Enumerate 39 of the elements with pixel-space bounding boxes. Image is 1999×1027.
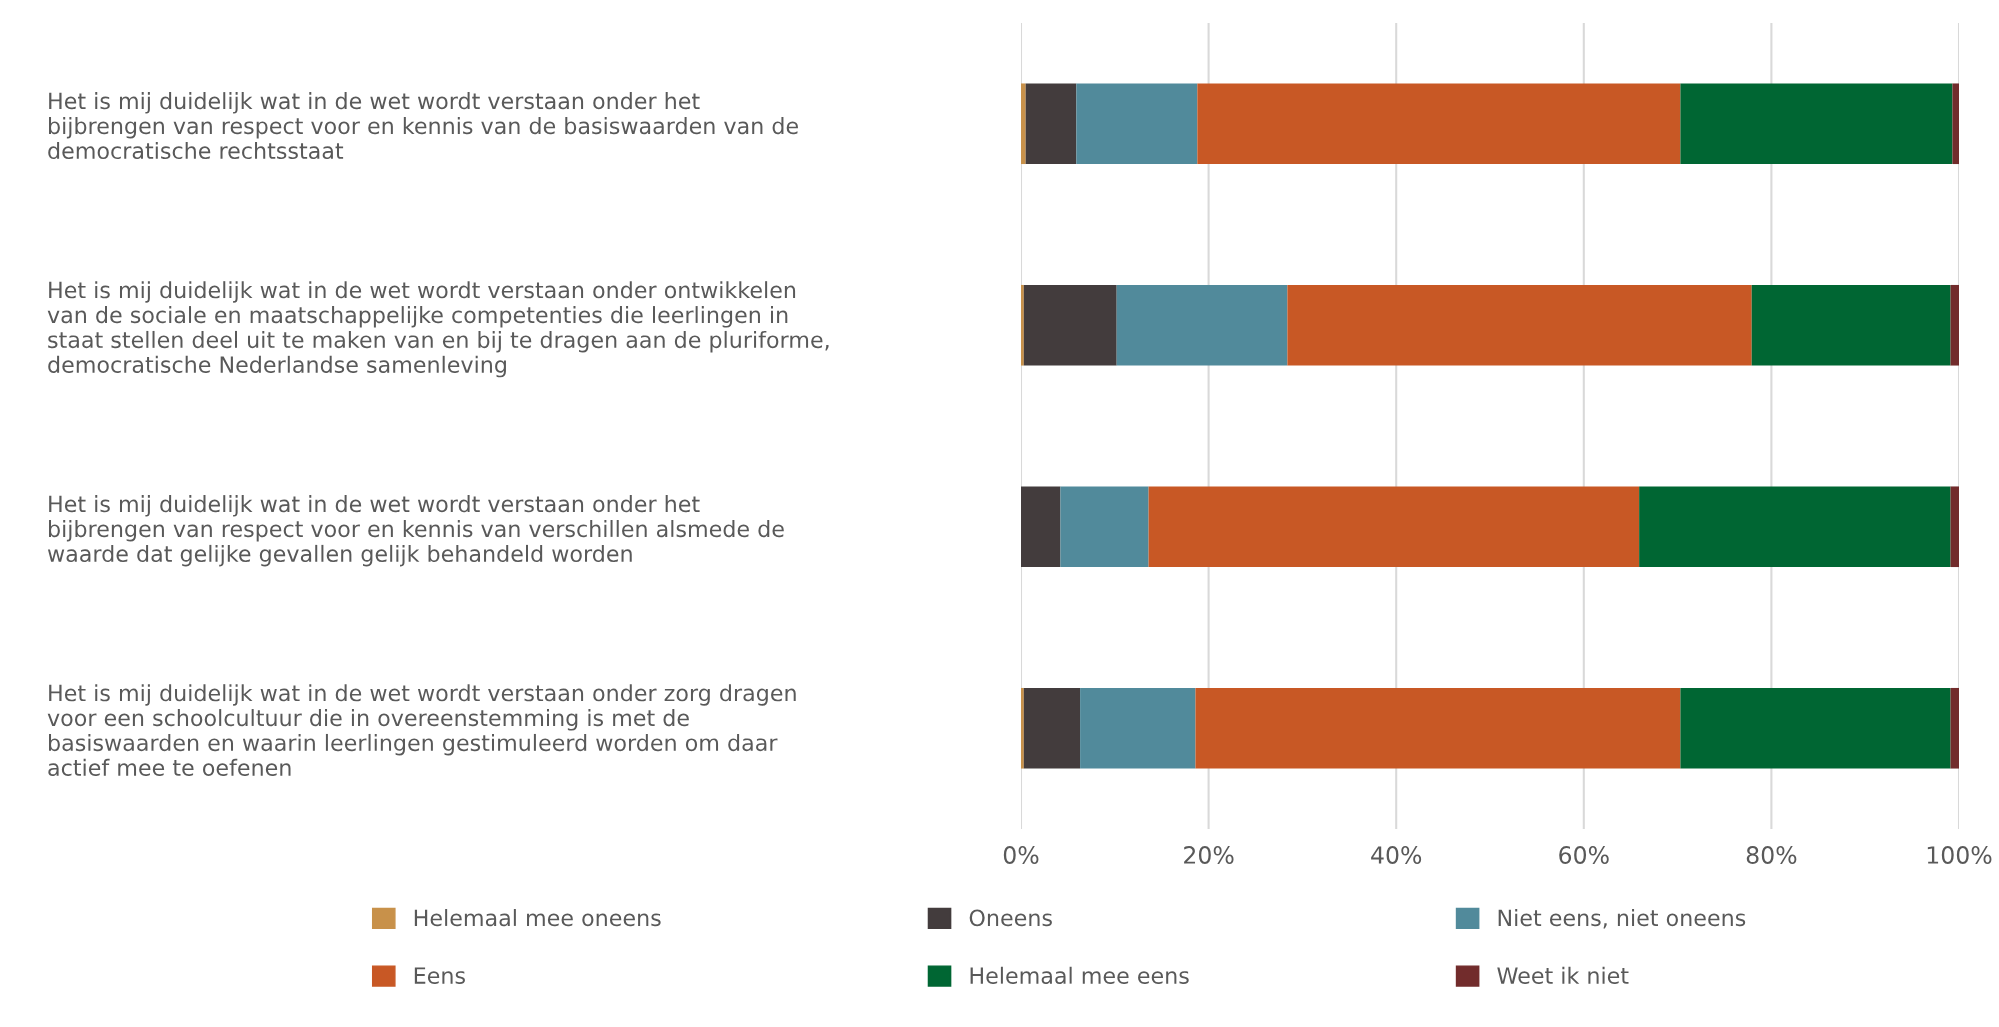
bar: [1950, 486, 1959, 568]
legend-label: Eens: [414, 967, 465, 984]
y-tick-label: Het is mij duidelijk wat in de wet wordt verstaan onder ontwikkelen van de sociale en maatschappelijke competenties die leerlingen in staat stellen deel uit te maken van en bij te dragen aan de pluriforme, democratische Nederlandse samenleving: [47, 281, 829, 378]
bar: [1680, 687, 1951, 769]
bar: [1021, 284, 1024, 366]
bar: [1076, 83, 1198, 165]
bar: [1952, 83, 1959, 165]
x-tick-label: 0%: [1003, 846, 1039, 864]
bar: [1950, 284, 1959, 366]
x-tick-label: 40%: [1371, 846, 1422, 864]
bar: [1023, 687, 1081, 769]
bar: [1639, 486, 1951, 568]
x-tick-label: 100%: [1927, 846, 1992, 864]
bar: [1116, 284, 1288, 366]
bar: [1025, 83, 1077, 165]
legend-label: Weet ik niet: [1497, 966, 1629, 984]
bar: [1148, 486, 1640, 568]
x-tick-label: 20%: [1184, 846, 1234, 864]
bar: [1021, 83, 1026, 165]
bar: [1023, 284, 1117, 366]
bar: [1195, 687, 1681, 769]
y-tick-label: Het is mij duidelijk wat in de wet wordt verstaan onder het bijbrengen van respect voor en kennis van verschillen alsmede de waarde dat gelijke gevallen gelijk behandeld worden: [47, 495, 784, 567]
bar: [1060, 486, 1149, 568]
bar: [1021, 687, 1024, 769]
bar: [1680, 83, 1953, 165]
y-tick-label: Het is mij duidelijk wat in de wet wordt verstaan onder het bijbrengen van respect voor en kennis van de basiswaarden van de democratische rechtsstaat: [48, 92, 798, 160]
x-tick-label: 80%: [1746, 846, 1797, 864]
bar: [1080, 687, 1196, 769]
legend-label: Helemaal mee oneens: [414, 909, 661, 927]
bar: [1021, 486, 1061, 568]
x-tick-label: 60%: [1559, 846, 1609, 864]
bar: [1287, 284, 1752, 366]
legend-label: Niet eens, niet oneens: [1498, 909, 1746, 929]
bar: [1197, 83, 1681, 165]
bar: [1751, 284, 1951, 366]
legend-label: Helemaal mee eens: [970, 966, 1189, 984]
legend-label: Oneens: [969, 909, 1052, 927]
y-tick-label: Het is mij duidelijk wat in de wet wordt verstaan onder zorg dragen voor een schoolcultuur die in overeenstemming is met de basiswaarden en waarin leerlingen gestimuleerd worden om daar actief mee te oefenen: [47, 684, 796, 777]
bar: [1950, 687, 1959, 769]
